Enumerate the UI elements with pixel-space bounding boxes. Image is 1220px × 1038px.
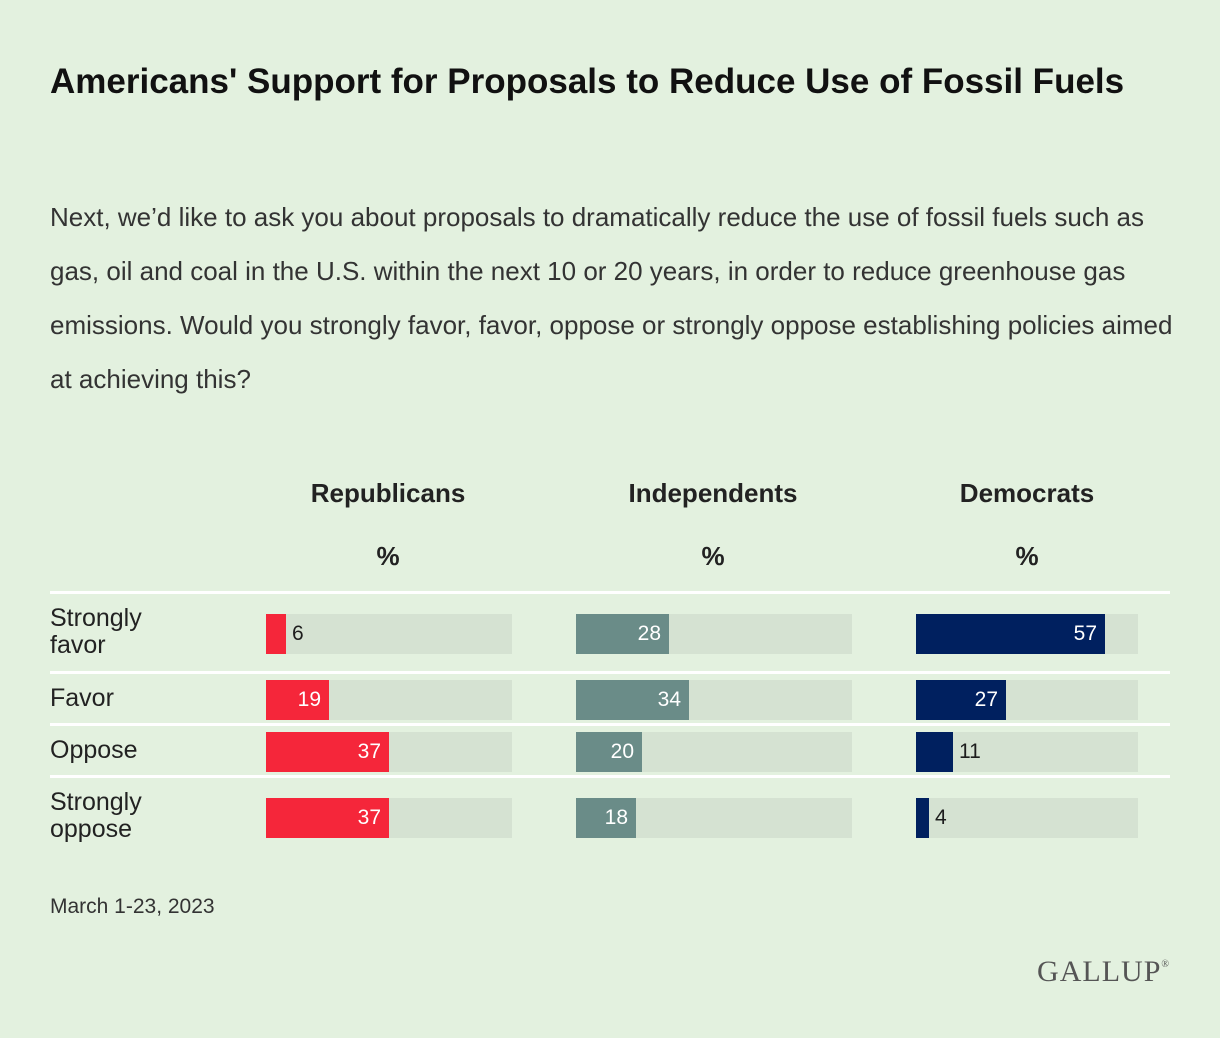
bar-democrats [916,614,1105,654]
bar-independents [576,732,642,772]
bar-republicans [266,680,329,720]
bar-track: 34 [576,680,852,720]
row-divider [50,591,1170,594]
series-header-republicans: Republicans [310,478,466,508]
bar-track: 28 [576,614,852,654]
category-label: Oppose [50,737,250,764]
logo-text: GALLUP [1037,955,1162,988]
category-label-line: Favor [50,684,114,712]
bar-value-label: 11 [959,740,981,763]
bar-independents [576,680,689,720]
bar-value-label: 19 [297,688,321,711]
bar-value-label: 18 [604,806,628,829]
row-divider [50,723,1170,726]
category-label-line: Strongly [50,604,142,632]
chart-title: Americans' Support for Proposals to Redu… [50,62,1125,101]
series-unit-independents: % [701,541,725,571]
series-unit-democrats: % [1015,541,1039,571]
bar-independents [576,798,636,838]
bar-track: 18 [576,798,852,838]
bar-track: 57 [916,614,1138,654]
series-header-democrats: Democrats [959,478,1095,508]
category-label: Strongly oppose [50,789,250,843]
bar-value-label: 37 [357,806,381,829]
series-unit-republicans: % [376,541,400,571]
survey-date: March 1-23, 2023 [50,895,215,918]
bar-track: 6 [266,614,512,654]
bar-democrats [916,680,1006,720]
row-divider [50,671,1170,674]
bar-track: 4 [916,798,1138,838]
bar-track: 11 [916,732,1138,772]
bar-value-label: 4 [935,806,947,829]
row-divider [50,775,1170,778]
bar-track: 37 [266,798,512,838]
bar-value-label: 27 [974,688,998,711]
bar-value-label: 57 [1073,622,1097,645]
bar-value-label: 28 [637,622,661,645]
bar-republicans [266,732,389,772]
gallup-logo: GALLUP® [1037,955,1170,989]
category-label-line: Oppose [50,736,138,764]
bar-independents [576,614,669,654]
category-label-line: favor [50,631,106,659]
bar-democrats [916,732,953,772]
chart-subtitle: Next, we’d like to ask you about proposa… [50,202,1173,394]
bar-track: 19 [266,680,512,720]
bar-value-label: 6 [292,622,304,645]
category-label-line: Strongly [50,788,142,816]
bar-track: 27 [916,680,1138,720]
registered-mark: ® [1161,959,1170,970]
bar-republicans [266,798,389,838]
series-header-independents: Independents [628,478,798,508]
bar-value-label: 37 [357,740,381,763]
bar-democrats [916,798,929,838]
category-label-line: oppose [50,815,133,843]
category-label: Favor [50,685,250,712]
bar-value-label: 34 [657,688,681,711]
bar-republicans [266,614,286,654]
bar-track: 20 [576,732,852,772]
bar-track: 37 [266,732,512,772]
bar-value-label: 20 [610,740,634,763]
category-label: Strongly favor [50,605,250,659]
